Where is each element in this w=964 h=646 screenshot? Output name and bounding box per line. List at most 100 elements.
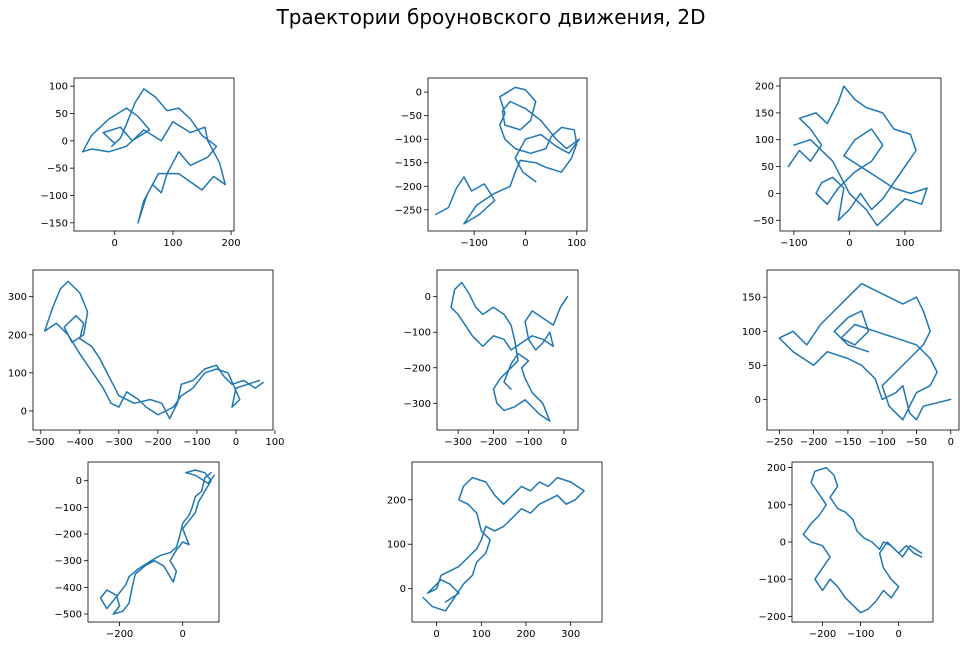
trajectory-line (81, 88, 227, 224)
y-tick-label: 0 (76, 476, 82, 487)
trajectory-line (43, 280, 264, 420)
subplot-7: −200 0 −500 −400 −300 −200 −100 0 (55, 461, 220, 640)
y-tick-label: −50 (47, 164, 68, 175)
y-tick-label: −250 (395, 205, 422, 216)
x-tick-label: −400 (66, 437, 93, 448)
x-tick-label: 100 (265, 437, 284, 448)
y-tick-label: 50 (761, 162, 774, 173)
x-tick-label: −200 (480, 437, 507, 448)
y-tick-label: 100 (387, 540, 406, 551)
y-tick-label: −200 (395, 182, 422, 193)
subplot-4: −500 −400 −300 −200 −100 0 100 0 100 200 300 (8, 269, 284, 448)
trajectory-line (778, 282, 952, 421)
x-tick-label: −200 (144, 437, 171, 448)
y-tick-label: 50 (55, 109, 68, 120)
x-tick-label: 100 (567, 238, 586, 249)
x-tick-label: 200 (222, 238, 241, 249)
y-tick-label: −100 (759, 575, 786, 586)
trajectory-line (787, 85, 928, 227)
subplot-8: 0 100 200 300 0 100 200 (387, 461, 603, 640)
x-tick-label: 0 (561, 437, 567, 448)
y-tick-label: 200 (387, 495, 406, 506)
x-tick-label: −100 (868, 437, 895, 448)
x-tick-label: −200 (809, 629, 836, 640)
x-tick-label: −200 (106, 629, 133, 640)
axes-frame (779, 77, 942, 232)
y-tick-label: 0 (768, 189, 774, 200)
axes-frame (427, 77, 588, 232)
x-tick-label: 300 (561, 629, 580, 640)
y-tick-label: 100 (49, 82, 68, 93)
trajectory-line (434, 86, 581, 225)
axes-frame (436, 269, 579, 431)
y-tick-label: −100 (395, 135, 422, 146)
subplot-9: −200 −100 0 −200 −100 0 100 200 (759, 461, 934, 640)
y-tick-label: −100 (404, 328, 431, 339)
x-tick-label: −500 (27, 437, 54, 448)
y-tick-label: 100 (767, 500, 786, 511)
axes-frame (32, 269, 274, 431)
y-tick-label: −200 (404, 363, 431, 374)
subplot-6: −250 −200 −150 −100 −50 0 0 50 100 150 (742, 269, 960, 448)
y-tick-label: −500 (55, 610, 82, 621)
y-tick-label: 0 (425, 292, 431, 303)
x-tick-label: −200 (800, 437, 827, 448)
axes-frame (411, 461, 603, 623)
y-tick-label: −400 (55, 583, 82, 594)
y-tick-label: −150 (41, 218, 68, 229)
x-tick-label: 0 (522, 238, 528, 249)
subplot-3: −100 0 100 −50 0 50 100 150 200 (753, 77, 942, 249)
y-tick-label: −50 (401, 111, 422, 122)
y-tick-label: 100 (8, 368, 27, 379)
axes-frame (766, 269, 960, 431)
y-tick-label: −200 (759, 612, 786, 623)
axes-frame (87, 461, 220, 623)
y-tick-label: −150 (395, 158, 422, 169)
y-tick-label: −300 (55, 556, 82, 567)
y-tick-label: 0 (62, 136, 68, 147)
y-tick-label: −100 (55, 503, 82, 514)
x-tick-label: 200 (516, 629, 535, 640)
subplot-5: −300 −200 −100 0 −300 −200 −100 0 (404, 269, 579, 448)
y-tick-label: −100 (41, 191, 68, 202)
y-tick-label: 0 (416, 88, 422, 99)
x-tick-label: −250 (766, 437, 793, 448)
x-tick-label: 100 (895, 238, 914, 249)
figure-suptitle: Траектории броуновского движения, 2D (276, 5, 706, 29)
x-tick-label: 0 (180, 629, 186, 640)
subplot-2: −100 0 100 −250 −200 −150 −100 −50 0 (395, 77, 588, 249)
subplot-1: 0 100 200 −150 −100 −50 0 50 100 (41, 77, 241, 249)
trajectory-line (99, 469, 216, 615)
y-tick-label: 200 (767, 463, 786, 474)
y-tick-label: 300 (8, 292, 27, 303)
x-tick-label: −100 (515, 437, 542, 448)
x-tick-label: 100 (163, 238, 182, 249)
y-tick-label: 0 (755, 395, 761, 406)
trajectory-line (422, 476, 585, 612)
trajectory-line (802, 466, 923, 614)
y-tick-label: 150 (742, 293, 761, 304)
trajectory-line (450, 281, 569, 422)
y-tick-label: 150 (755, 108, 774, 119)
y-tick-label: 50 (748, 361, 761, 372)
y-tick-label: −200 (55, 530, 82, 541)
x-tick-label: −100 (780, 238, 807, 249)
x-tick-label: 0 (433, 629, 439, 640)
y-tick-label: 100 (755, 135, 774, 146)
y-tick-label: −50 (753, 216, 774, 227)
y-tick-label: 200 (755, 82, 774, 93)
x-tick-label: −300 (444, 437, 471, 448)
y-tick-label: 100 (742, 327, 761, 338)
axes-frame (73, 77, 235, 232)
x-tick-label: −150 (834, 437, 861, 448)
y-tick-label: 0 (400, 584, 406, 595)
x-tick-label: 0 (896, 629, 902, 640)
y-tick-label: 200 (8, 330, 27, 341)
x-tick-label: 0 (233, 437, 239, 448)
x-tick-label: 0 (112, 238, 118, 249)
x-tick-label: −300 (105, 437, 132, 448)
y-tick-label: −300 (404, 399, 431, 410)
